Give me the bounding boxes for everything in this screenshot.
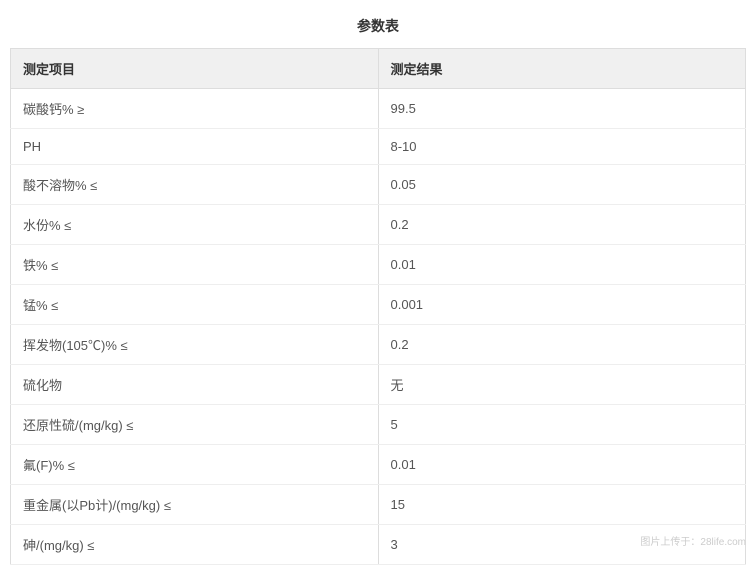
cell-item: 砷/(mg/kg) ≤	[11, 525, 379, 565]
cell-result: 0.01	[378, 245, 746, 285]
table-header-row: 测定项目 测定结果	[11, 49, 746, 89]
cell-result: 15	[378, 485, 746, 525]
parameter-table: 测定项目 测定结果 碳酸钙% ≥ 99.5 PH 8-10 酸不溶物% ≤ 0.…	[10, 48, 746, 565]
cell-result: 0.01	[378, 445, 746, 485]
cell-item: 挥发物(105℃)% ≤	[11, 325, 379, 365]
table-row: PH 8-10	[11, 129, 746, 165]
cell-result: 0.2	[378, 205, 746, 245]
table-row: 铁% ≤ 0.01	[11, 245, 746, 285]
table-row: 砷/(mg/kg) ≤ 3	[11, 525, 746, 565]
watermark-text: 图片上传于：28life.com	[640, 533, 746, 548]
cell-item: 碳酸钙% ≥	[11, 89, 379, 129]
table-row: 碳酸钙% ≥ 99.5	[11, 89, 746, 129]
cell-item: 铁% ≤	[11, 245, 379, 285]
column-header-result: 测定结果	[378, 49, 746, 89]
cell-result: 99.5	[378, 89, 746, 129]
cell-result: 0.2	[378, 325, 746, 365]
table-row: 锰% ≤ 0.001	[11, 285, 746, 325]
column-header-item: 测定项目	[11, 49, 379, 89]
cell-item: 酸不溶物% ≤	[11, 165, 379, 205]
cell-item: 重金属(以Pb计)/(mg/kg) ≤	[11, 485, 379, 525]
cell-item: 还原性硫/(mg/kg) ≤	[11, 405, 379, 445]
cell-result: 0.001	[378, 285, 746, 325]
cell-result: 5	[378, 405, 746, 445]
table-row: 硫化物 无	[11, 365, 746, 405]
table-body: 碳酸钙% ≥ 99.5 PH 8-10 酸不溶物% ≤ 0.05 水份% ≤ 0…	[11, 89, 746, 565]
table-row: 水份% ≤ 0.2	[11, 205, 746, 245]
cell-result: 0.05	[378, 165, 746, 205]
table-row: 还原性硫/(mg/kg) ≤ 5	[11, 405, 746, 445]
cell-item: 氟(F)% ≤	[11, 445, 379, 485]
table-title: 参数表	[10, 8, 746, 48]
table-row: 重金属(以Pb计)/(mg/kg) ≤ 15	[11, 485, 746, 525]
cell-item: PH	[11, 129, 379, 165]
cell-item: 锰% ≤	[11, 285, 379, 325]
table-row: 酸不溶物% ≤ 0.05	[11, 165, 746, 205]
table-container: 参数表 测定项目 测定结果 碳酸钙% ≥ 99.5 PH 8-10 酸不溶物% …	[0, 0, 756, 573]
table-row: 氟(F)% ≤ 0.01	[11, 445, 746, 485]
cell-result: 8-10	[378, 129, 746, 165]
cell-result: 无	[378, 365, 746, 405]
cell-item: 硫化物	[11, 365, 379, 405]
cell-item: 水份% ≤	[11, 205, 379, 245]
table-row: 挥发物(105℃)% ≤ 0.2	[11, 325, 746, 365]
